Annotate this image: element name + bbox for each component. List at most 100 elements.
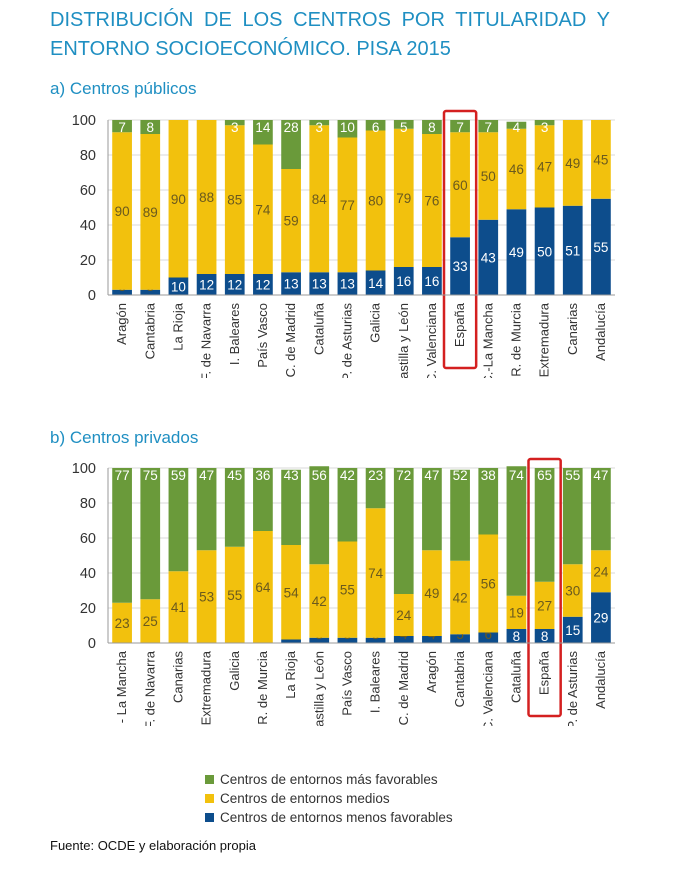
data-label-medio: 56 <box>481 577 496 592</box>
legend-swatch-medio <box>205 794 214 803</box>
data-label-menos: 14 <box>368 276 384 291</box>
bar-segment-favorable <box>309 466 330 565</box>
legend-swatch-favorable <box>205 775 214 784</box>
legend-label-menos: Centros de entornos menos favorables <box>220 810 453 825</box>
bar-segment-medio <box>168 120 189 278</box>
legend-label-medio: Centros de entornos medios <box>220 791 390 806</box>
bar-segment-favorable <box>281 120 301 169</box>
bar-segment-favorable <box>422 120 442 134</box>
bar-segment-favorable <box>450 469 470 561</box>
data-label-menos: 10 <box>171 279 186 294</box>
category-label: Cantabria <box>452 650 467 707</box>
data-label-medio: 24 <box>593 564 609 579</box>
bar-segment-favorable <box>365 120 386 131</box>
data-label-medio: 25 <box>143 614 158 629</box>
data-label-menos: 51 <box>565 243 580 258</box>
data-label-medio: 89 <box>143 205 158 220</box>
data-label-favorable: 52 <box>453 468 468 483</box>
data-label-favorable: 55 <box>565 468 580 483</box>
data-label-favorable: 28 <box>284 120 299 135</box>
data-label-favorable: 3 <box>541 120 549 135</box>
category-label: Galicia <box>227 650 242 691</box>
data-label-menos: 12 <box>227 278 242 293</box>
bar-segment-medio <box>337 541 358 638</box>
bar-segment-menos <box>281 272 301 295</box>
y-tick-label: 100 <box>72 113 96 129</box>
data-label-favorable: 65 <box>537 468 552 483</box>
data-label-medio: 85 <box>227 193 242 208</box>
y-tick-label: 20 <box>80 601 96 617</box>
data-label-menos: 49 <box>509 245 524 260</box>
data-label-favorable: 4 <box>513 120 521 135</box>
bar-segment-menos <box>393 267 414 295</box>
category-label: Castilla y León <box>396 303 411 378</box>
data-label-favorable: 14 <box>255 120 271 135</box>
bar-segment-menos <box>534 629 555 643</box>
data-label-medio: 90 <box>171 192 186 207</box>
bar-segment-favorable <box>591 468 611 551</box>
data-label-favorable: 3 <box>231 120 239 135</box>
data-label-favorable: 42 <box>340 468 355 483</box>
category-label: Cataluña <box>508 650 523 703</box>
bar-segment-menos <box>253 274 273 295</box>
bar-segment-favorable <box>224 468 245 547</box>
data-label-favorable: 43 <box>284 468 299 483</box>
data-label-favorable: 77 <box>115 468 130 483</box>
category-label: Extremadura <box>537 302 552 377</box>
bar-segment-favorable <box>140 468 161 600</box>
category-label: R. de Murcia <box>255 650 270 724</box>
bar-segment-favorable <box>478 468 499 535</box>
data-label-favorable: 47 <box>424 468 439 483</box>
bar-segment-favorable <box>534 468 555 582</box>
data-label-favorable: 45 <box>227 468 242 483</box>
category-label: C. F. de Navarra <box>199 302 214 378</box>
category-label: Andalucía <box>593 302 608 361</box>
legend-item-medio: Centros de entornos medios <box>205 789 453 808</box>
bar-segment-menos <box>422 636 442 643</box>
bar-segment-menos <box>112 289 132 295</box>
data-label-medio: 19 <box>509 605 524 620</box>
data-label-medio: 49 <box>565 156 580 171</box>
bar-segment-medio <box>506 595 527 629</box>
bar-segment-medio <box>309 564 330 638</box>
y-tick-label: 100 <box>72 461 96 477</box>
data-label-medio: 77 <box>340 198 355 213</box>
data-label-medio: 42 <box>453 591 468 606</box>
legend-item-favorable: Centros de entornos más favorables <box>205 770 453 789</box>
category-label: P. de Asturias <box>339 303 354 378</box>
bar-segment-menos <box>168 277 189 295</box>
category-label: España <box>452 302 467 347</box>
bar-segment-medio <box>478 132 499 220</box>
data-label-menos: 13 <box>312 277 327 292</box>
chart-privados: 0 20 40 60 80 100 23 77 C. - La Mancha 25 75 C. F. … <box>72 457 615 726</box>
bar-segment-menos <box>478 632 499 643</box>
bar-segment-favorable <box>253 468 273 531</box>
data-label-medio: 47 <box>537 159 552 174</box>
chart-a-title: a) Centros públicos <box>50 79 197 98</box>
category-label: C. de Madrid <box>283 303 298 377</box>
category-label: La Rioja <box>170 302 185 350</box>
bar-segment-menos <box>393 636 414 643</box>
data-label-favorable: 56 <box>312 468 327 483</box>
data-label-menos: 16 <box>396 274 411 289</box>
source-note: Fuente: OCDE y elaboración propia <box>50 838 256 853</box>
chart-b-title: b) Centros privados <box>50 428 199 447</box>
category-label: Canarias <box>565 303 580 356</box>
bar-segment-medio <box>253 144 273 274</box>
bar-segment-favorable <box>534 120 555 126</box>
data-label-medio: 76 <box>424 194 439 209</box>
bar-segment-medio <box>534 581 555 629</box>
data-label-menos: 33 <box>453 259 468 274</box>
data-label-menos: 6 <box>484 627 492 642</box>
category-label: I. Baleares <box>227 303 242 366</box>
data-label-medio: 46 <box>509 162 524 177</box>
bar-segment-medio <box>422 134 442 267</box>
data-label-medio: 42 <box>312 594 327 609</box>
bar-segment-favorable <box>506 466 527 596</box>
bar-segment-menos <box>450 237 470 295</box>
bar-segment-favorable <box>281 469 301 545</box>
data-label-medio: 24 <box>396 608 412 623</box>
bar-segment-favorable <box>393 120 414 129</box>
category-label: España <box>537 650 552 695</box>
bar-segment-favorable <box>450 120 470 133</box>
